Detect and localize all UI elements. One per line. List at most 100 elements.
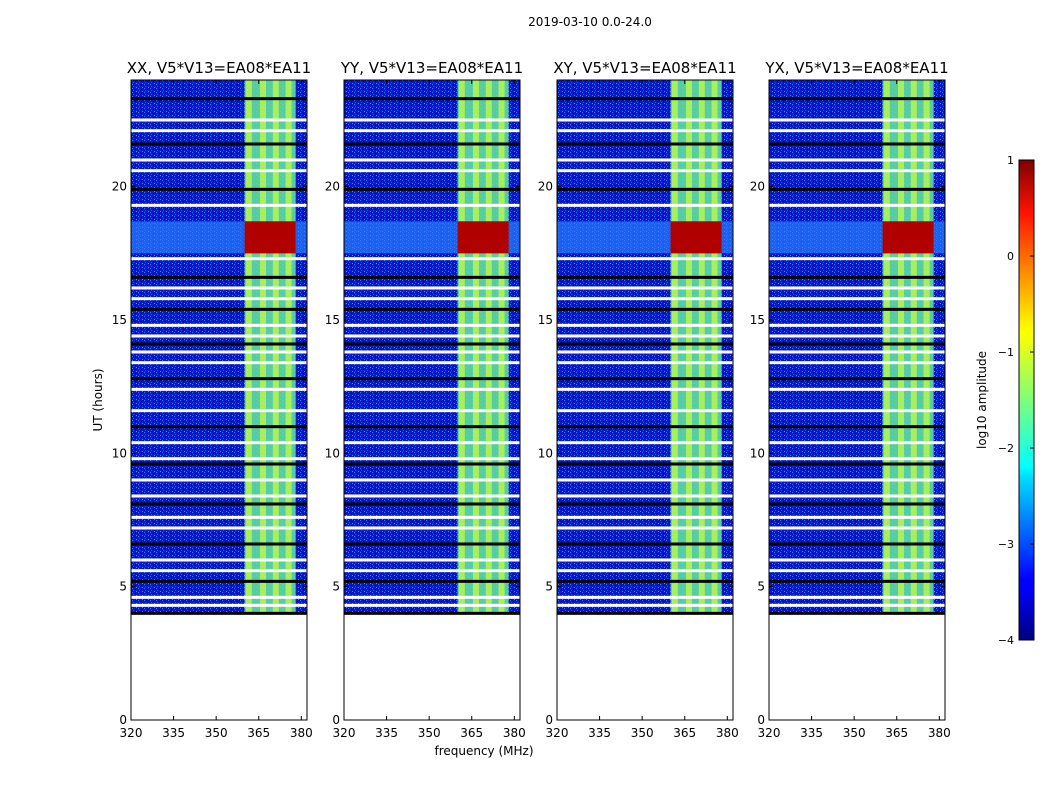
flagged-row [769,203,945,207]
flagged-row [557,297,733,301]
panel-xy: XY, V5*V13=EA08*EA11 320 335 350 365 380 0 5 10 1… [538,59,739,740]
flagged-row [344,334,520,338]
heatmap-channel-4 [285,80,292,614]
flagged-row [769,286,945,290]
flagged-row [131,595,307,599]
flagged-row [769,97,945,101]
y-tick-label: 0 [757,713,765,727]
x-tick-label: 350 [205,726,228,740]
axes-frame [768,79,946,721]
heatmap-channel-1 [883,80,890,614]
flagged-row [344,579,520,583]
flagged-row [131,323,307,327]
flagged-row [344,158,520,162]
flagged-row [557,361,733,365]
y-tick-label: 20 [112,180,127,194]
flagged-row [557,275,733,279]
flagged-row [131,97,307,101]
flagged-row [131,169,307,173]
y-tick-label: 0 [545,713,553,727]
colorbar-label: log10 amplitude [975,351,989,449]
x-tick-label: 380 [928,726,951,740]
flagged-row [769,579,945,583]
flagged-row [557,323,733,327]
axes-frame [343,79,521,721]
x-tick-label: 335 [800,726,823,740]
flagged-row [344,97,520,101]
flagged-row [344,441,520,445]
colorbar-gradient [1018,159,1035,641]
flagged-row [557,409,733,413]
flagged-row [131,307,307,311]
flagged-row [769,558,945,562]
flagged-row [769,142,945,146]
flagged-row [131,387,307,391]
flagged-row [344,558,520,562]
flagged-row [344,323,520,327]
y-tick-label: 15 [325,313,340,327]
flagged-row [344,275,520,279]
flagged-row [344,502,520,506]
panel-yy: YY, V5*V13=EA08*EA11 320 335 350 365 380 0 5 10 1… [325,59,526,740]
flagged-row [557,603,733,607]
flagged-row [344,142,520,146]
colorbar-tick-label: −2 [998,442,1014,455]
flagged-row [131,611,307,615]
flagged-row [131,158,307,162]
flagged-row [769,478,945,482]
panel-title: XY, V5*V13=EA08*EA11 [553,59,736,77]
flagged-row [769,334,945,338]
x-tick-label: 335 [588,726,611,740]
flagged-row [131,603,307,607]
flagged-row [344,387,520,391]
flagged-row [344,307,520,311]
x-tick-label: 350 [631,726,654,740]
x-tick-label: 365 [460,726,483,740]
flagged-row [557,515,733,519]
flagged-row [557,462,733,466]
flagged-row [557,387,733,391]
flagged-row [131,526,307,530]
flagged-row [557,129,733,133]
flagged-row [344,350,520,354]
y-tick-label: 0 [332,713,340,727]
flagged-row [131,441,307,445]
flagged-row [557,334,733,338]
panels: XX, V5*V13=EA08*EA11 320 335 350 365 380 0 5 10 1… [112,59,951,740]
flagged-row [131,286,307,290]
flagged-row [131,462,307,466]
y-tick-label: 10 [538,446,553,460]
flagged-row [344,542,520,546]
y-tick-label: 10 [112,446,127,460]
x-tick-label: 380 [503,726,526,740]
flagged-row [557,118,733,122]
flagged-row [344,377,520,381]
flagged-row [131,342,307,346]
flagged-row [769,257,945,261]
flagged-row [557,187,733,191]
heatmap-channel-1 [671,80,678,614]
x-tick-label: 365 [885,726,908,740]
flagged-row [131,361,307,365]
flagged-row [557,158,733,162]
colorbar-tick-label: 0 [1007,250,1014,263]
x-tick-label: 335 [375,726,398,740]
flagged-row [769,425,945,429]
flagged-row [131,457,307,461]
flagged-row [344,611,520,615]
heatmap-channel-1 [458,80,465,614]
flagged-row [344,257,520,261]
y-tick-label: 15 [112,313,127,327]
y-tick-label: 10 [750,446,765,460]
flagged-row [344,494,520,498]
flagged-row [769,187,945,191]
heatmap-channel-4 [711,80,718,614]
panel-yx: YX, V5*V13=EA08*EA11 320 335 350 365 380 0 5 10 1… [750,59,951,740]
flagged-row [769,494,945,498]
flagged-row [769,169,945,173]
flagged-row [131,187,307,191]
flagged-row [344,462,520,466]
flagged-row [557,569,733,573]
y-tick-label: 15 [538,313,553,327]
